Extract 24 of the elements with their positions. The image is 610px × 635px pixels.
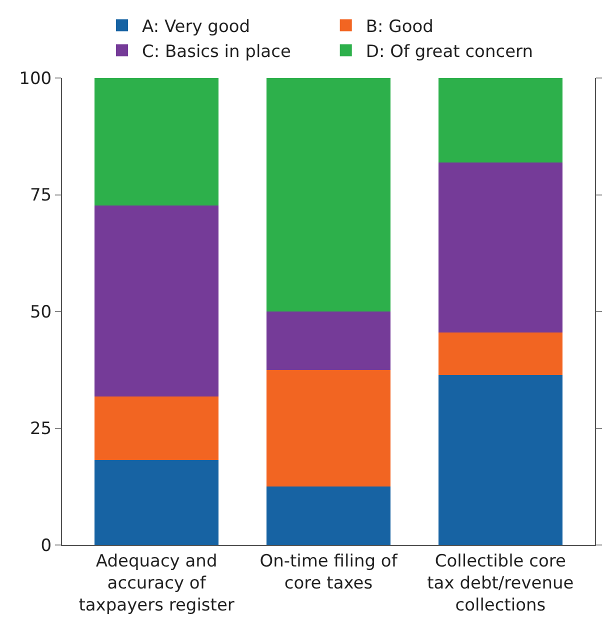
bar — [266, 312, 390, 370]
legend-label: C: Basics in place — [142, 42, 291, 62]
bar — [266, 486, 390, 545]
x-tick-label: Collectible core tax debt/revenue collections — [427, 551, 574, 616]
bar — [266, 370, 390, 487]
bar — [438, 375, 562, 545]
bar — [266, 78, 390, 312]
bar — [438, 332, 562, 376]
bar — [438, 162, 562, 333]
legend-label: D: Of great concern — [366, 42, 533, 62]
y-tick-label: 25 — [30, 419, 52, 440]
x-tick-label: Adequacy and accuracy of taxpayers register — [78, 551, 234, 616]
bar — [94, 460, 218, 545]
legend-label: B: Good — [366, 16, 434, 37]
bar — [94, 78, 218, 206]
y-tick-label: 100 — [19, 68, 52, 89]
bar — [94, 396, 218, 460]
y-tick-label: 50 — [30, 302, 52, 322]
legend-label: A: Very good — [142, 16, 250, 37]
y-tick-label: 75 — [30, 186, 52, 206]
y-tick-label: 0 — [40, 536, 52, 556]
x-tick-label: On-time filing of core taxes — [260, 551, 398, 594]
bar — [438, 78, 562, 163]
bar — [94, 205, 218, 396]
